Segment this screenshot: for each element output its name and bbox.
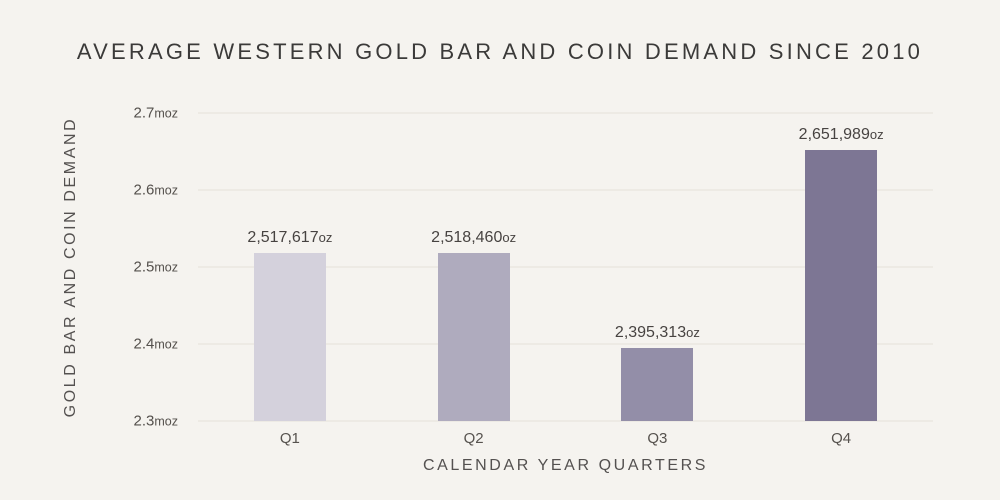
gridline-2.5moz <box>198 266 933 268</box>
x-tick-label-q4: Q4 <box>831 430 852 447</box>
gridline-2.7moz <box>198 112 933 114</box>
bar-value-label-q3: 2,395,313oz <box>614 323 700 341</box>
chart-title: AVERAGE WESTERN GOLD BAR AND COIN DEMAND… <box>76 39 924 64</box>
x-tick-label-q1: Q1 <box>279 430 300 447</box>
gridline-2.6moz <box>198 189 933 191</box>
bar-value-label-q2: 2,518,460oz <box>431 228 517 246</box>
y-tick-label-2.6moz: 2.6moz <box>133 181 178 199</box>
bar-q2 <box>437 252 510 421</box>
bar-q3 <box>621 347 694 421</box>
gridline-2.4moz <box>198 343 933 345</box>
x-axis-title: CALENDAR YEAR QUARTERS <box>422 457 709 474</box>
y-axis-tick-labels: 2.3moz 2.4moz 2.5moz 2.6moz 2.7moz <box>0 105 188 430</box>
bar-value-label-q1: 2,517,617oz <box>247 229 333 247</box>
bar-value-label-q4: 2,651,989oz <box>798 125 884 143</box>
y-tick-label-2.4moz: 2.4moz <box>133 335 178 353</box>
y-tick-label-2.3moz: 2.3moz <box>133 412 178 430</box>
x-tick-label-q2: Q2 <box>463 430 484 447</box>
gridline-2.3moz <box>198 420 933 422</box>
y-tick-label-2.5moz: 2.5moz <box>133 258 178 276</box>
plot-area: CALENDAR YEAR QUARTERS 2,517,617oz Q1 2,51… <box>198 112 933 474</box>
x-tick-label-q3: Q3 <box>647 430 668 447</box>
bar-q1 <box>253 253 326 421</box>
y-tick-label-2.7moz: 2.7moz <box>133 104 178 122</box>
bar-q4 <box>805 149 878 421</box>
